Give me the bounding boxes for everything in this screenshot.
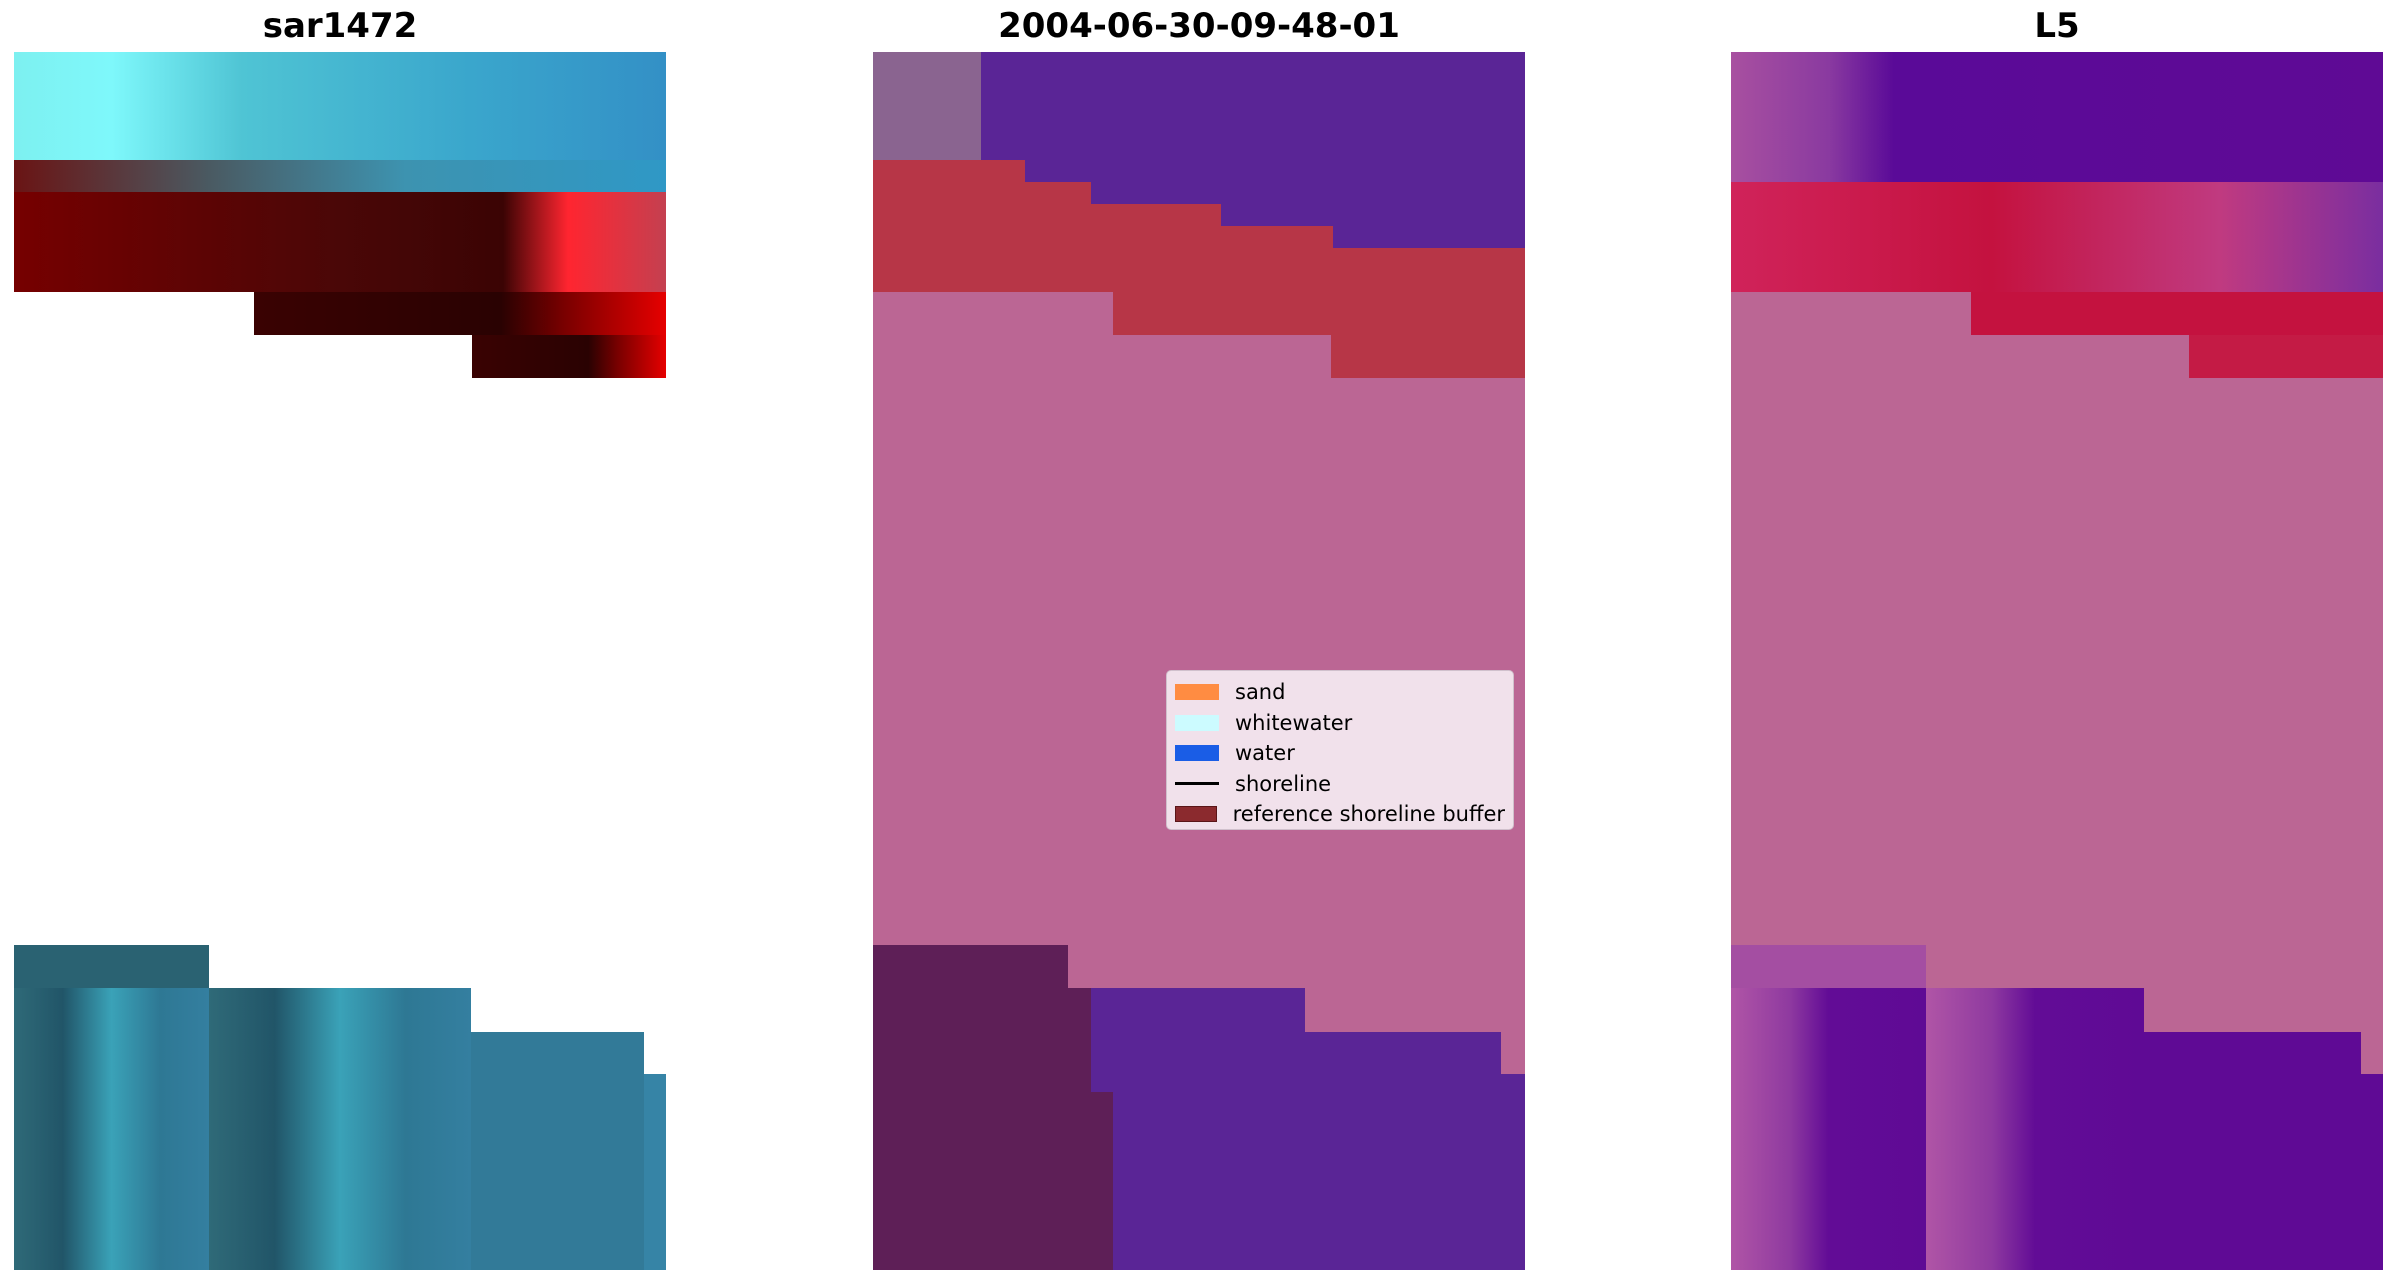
whitewater-swatch — [1175, 714, 1219, 731]
water-swatch — [1175, 745, 1219, 762]
panel-title-date: 2004-06-30-09-48-01 — [998, 6, 1400, 46]
legend-label: reference shoreline buffer — [1232, 802, 1505, 827]
panel-title-satellite: L5 — [2034, 6, 2080, 46]
classification-panel — [873, 52, 1525, 1270]
classification-image — [873, 52, 1525, 1270]
l5-image-panel — [1731, 52, 2383, 1270]
buffer-swatch — [1175, 806, 1217, 823]
legend-label: water — [1235, 741, 1295, 766]
shoreline-line — [1175, 782, 1219, 786]
legend-item-whitewater: whitewater — [1175, 708, 1505, 739]
legend: sand whitewater water shoreline referenc… — [1166, 670, 1514, 830]
rgb-image — [14, 52, 666, 1270]
legend-item-water: water — [1175, 738, 1505, 769]
rgb-image-panel — [14, 52, 666, 1270]
l5-image — [1731, 52, 2383, 1270]
sand-swatch — [1175, 684, 1219, 701]
legend-label: whitewater — [1235, 710, 1353, 735]
legend-label: shoreline — [1235, 771, 1332, 796]
legend-item-buffer: reference shoreline buffer — [1175, 799, 1505, 830]
legend-label: sand — [1235, 680, 1286, 705]
panel-title-rgb: sar1472 — [262, 6, 418, 46]
legend-item-sand: sand — [1175, 677, 1505, 708]
legend-item-shoreline: shoreline — [1175, 769, 1505, 800]
